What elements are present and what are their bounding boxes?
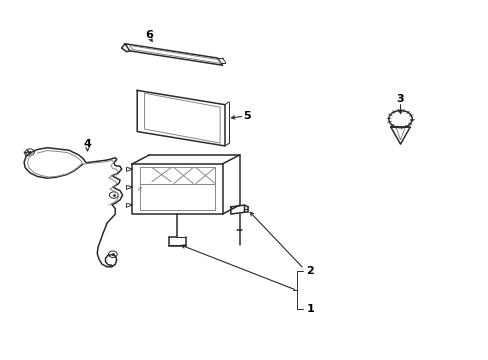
Text: 6: 6 <box>145 30 153 40</box>
Text: e: e <box>137 186 142 192</box>
Text: 5: 5 <box>243 111 250 121</box>
Text: 3: 3 <box>396 94 404 104</box>
Text: 2: 2 <box>306 266 314 276</box>
Text: 4: 4 <box>83 139 91 149</box>
Text: 1: 1 <box>306 304 314 314</box>
